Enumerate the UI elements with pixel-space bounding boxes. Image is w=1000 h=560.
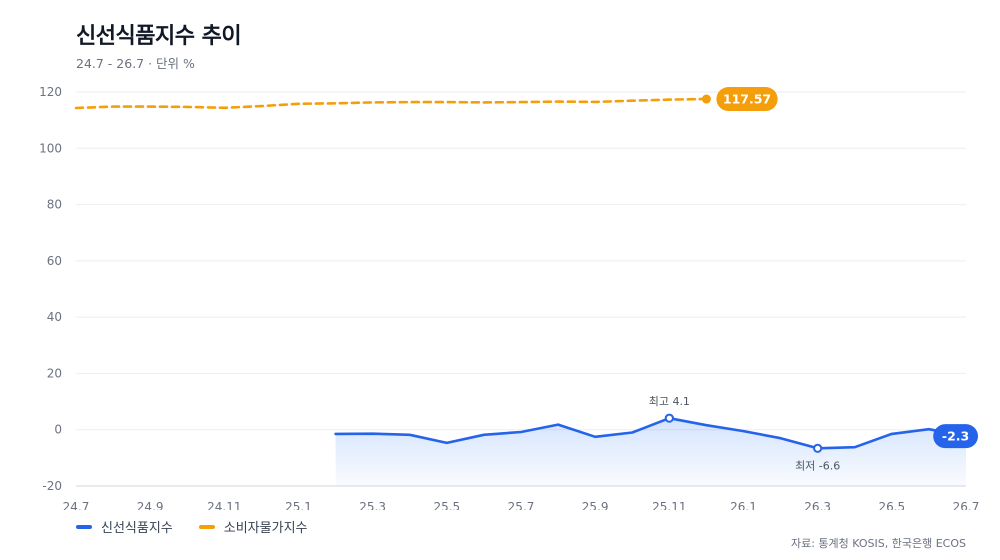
legend-label-fresh-food: 신선식품지수 (101, 521, 173, 536)
y-tick-label: 20 (47, 366, 62, 380)
y-tick-label: 120 (39, 85, 62, 99)
y-tick-label: 40 (47, 310, 62, 324)
chart-legend: 신선식품지수 소비자물가지수 (76, 517, 308, 536)
legend-item-fresh-food: 신선식품지수 (76, 517, 173, 536)
x-tick-label: 25.5 (433, 500, 460, 510)
end-value-badge-fresh-food (933, 424, 978, 449)
series-lines: -2.3 117.57 (74, 87, 978, 450)
end-point-cpi (701, 94, 711, 104)
annotation-label: 최고 4.1 (649, 395, 690, 408)
legend-swatch-fresh-food (76, 524, 92, 529)
chart-title: 신선식품지수 추이 (76, 24, 242, 49)
x-tick-label: 24.9 (137, 500, 164, 510)
x-tick-label: 26.1 (730, 500, 757, 510)
series-line-fresh-food (334, 416, 968, 450)
series-line-cpi (74, 97, 708, 110)
y-axis-ticks: 120 100 80 60 40 20 0 -20 (39, 85, 62, 493)
chart-subtitle: 24.7 - 26.7 · 단위 % (76, 56, 195, 71)
x-tick-label: 26.3 (804, 500, 831, 510)
legend-swatch-cpi (198, 524, 215, 529)
y-tick-label: 100 (39, 141, 62, 155)
x-tick-label: 26.7 (953, 500, 980, 510)
legend-label-cpi: 소비자물가지수 (223, 521, 308, 536)
x-tick-label: 25.1 (285, 500, 312, 510)
y-tick-label: 80 (47, 198, 62, 212)
annotation-point (664, 413, 674, 423)
x-tick-label: 24.11 (207, 500, 241, 510)
legend-item-cpi: 소비자물가지수 (198, 517, 308, 536)
series-area-fresh-food (335, 418, 967, 486)
x-tick-label: 24.7 (63, 500, 90, 510)
x-tick-label: 25.7 (508, 500, 535, 510)
grid-lines (76, 91, 966, 487)
x-tick-label: 25.3 (359, 500, 386, 510)
y-tick-label: -20 (42, 479, 62, 493)
annotation-label: 최저 -6.6 (795, 459, 840, 472)
end-value-badge-cpi (716, 87, 778, 112)
x-axis-ticks: 24.7 24.9 24.11 25.1 25.3 25.5 25.7 25.9 25.11 26… (63, 500, 980, 510)
end-value-label-cpi: 117.57 (723, 92, 771, 107)
end-value-label-fresh-food: -2.3 (942, 429, 969, 444)
annotations: 최고 4.1 최저 -6.6 (649, 395, 841, 472)
x-tick-label: 26.5 (878, 500, 905, 510)
data-source: 자료: 통계청 KOSIS, 한국은행 ECOS (790, 537, 966, 550)
y-tick-label: 0 (54, 423, 62, 437)
annotation-point (813, 443, 823, 453)
y-tick-label: 60 (47, 254, 62, 268)
series-area (335, 418, 967, 486)
x-tick-label: 25.11 (652, 500, 686, 510)
line-chart: 120 100 80 60 40 20 0 -20 24.7 24.9 24.11 25.1 25.3… (39, 85, 980, 510)
x-tick-label: 25.9 (582, 500, 609, 510)
